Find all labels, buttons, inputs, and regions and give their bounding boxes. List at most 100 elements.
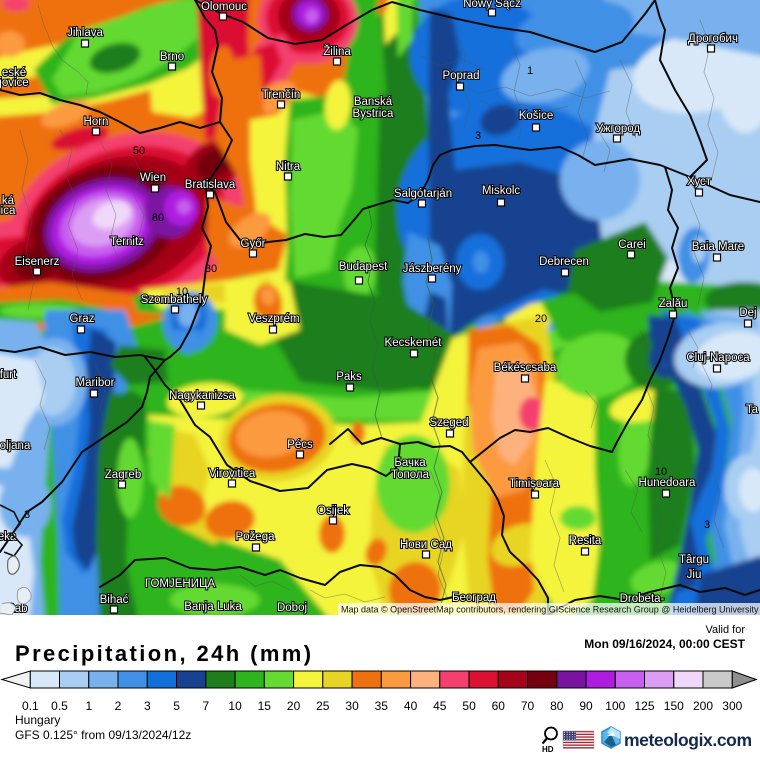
svg-text:Košice: Košice (519, 110, 554, 122)
svg-text:15: 15 (258, 699, 272, 713)
svg-text:30: 30 (205, 263, 217, 275)
svg-text:ica: ica (1, 205, 16, 217)
svg-text:80: 80 (152, 212, 164, 224)
svg-text:Zalău: Zalău (659, 298, 688, 310)
svg-text:50: 50 (133, 145, 145, 157)
svg-text:Wien: Wien (140, 172, 166, 184)
svg-text:125: 125 (634, 699, 654, 713)
svg-text:Nowy Sącz: Nowy Sącz (463, 0, 521, 10)
svg-text:10: 10 (176, 286, 188, 298)
svg-text:40: 40 (404, 699, 418, 713)
svg-text:3: 3 (475, 130, 481, 142)
svg-text:Osijek: Osijek (317, 505, 349, 517)
svg-text:Kecskemét: Kecskemét (385, 337, 443, 349)
svg-text:Poprad: Poprad (442, 70, 479, 82)
svg-text:oljana: oljana (0, 440, 31, 452)
svg-text:Map data © OpenStreetMap contr: Map data © OpenStreetMap contributors, r… (341, 605, 759, 615)
svg-text:80: 80 (550, 699, 564, 713)
svg-text:70: 70 (521, 699, 535, 713)
svg-text:45: 45 (433, 699, 447, 713)
svg-text:Cluj-Napoca: Cluj-Napoca (686, 352, 750, 364)
svg-text:3: 3 (144, 699, 151, 713)
svg-text:Нови Сад: Нови Сад (400, 539, 452, 551)
svg-text:jovice: jovice (0, 77, 29, 89)
svg-text:Dej: Dej (739, 307, 756, 319)
svg-text:Bihać: Bihać (100, 594, 129, 606)
svg-text:Baia Mare: Baia Mare (692, 241, 744, 253)
svg-text:ká: ká (2, 195, 15, 207)
svg-text:Maribor: Maribor (76, 377, 115, 389)
svg-text:Zagreb: Zagreb (105, 469, 141, 481)
svg-text:Paks: Paks (336, 371, 362, 383)
svg-text:Bratislava: Bratislava (185, 179, 236, 191)
svg-text:Trenčín: Trenčín (262, 89, 301, 101)
svg-text:20: 20 (535, 313, 547, 325)
svg-text:Hunedoara: Hunedoara (639, 477, 697, 489)
svg-text:Drobeta-: Drobeta- (620, 593, 665, 605)
svg-text:3: 3 (704, 519, 710, 531)
svg-text:Valid for: Valid for (705, 624, 745, 636)
svg-text:Pécs: Pécs (287, 439, 313, 451)
svg-text:Bystrica: Bystrica (353, 108, 395, 120)
svg-text:0.5: 0.5 (51, 699, 68, 713)
svg-text:35: 35 (375, 699, 389, 713)
svg-text:7: 7 (202, 699, 209, 713)
svg-text:10: 10 (655, 466, 667, 478)
svg-text:10: 10 (228, 699, 242, 713)
svg-text:Debrecen: Debrecen (539, 256, 589, 268)
svg-text:100: 100 (605, 699, 625, 713)
svg-text:Târgu: Târgu (679, 554, 709, 566)
svg-text:Virovitica: Virovitica (209, 468, 256, 480)
svg-text:Hungary: Hungary (15, 713, 60, 727)
svg-text:GFS 0.125° from 09/13/2024/12: GFS 0.125° from 09/13/2024/12z (15, 728, 191, 742)
svg-text:Brno: Brno (160, 51, 184, 63)
svg-text:Szombathely: Szombathely (141, 294, 208, 306)
svg-text:0.1: 0.1 (22, 699, 39, 713)
svg-text:Veszprém: Veszprém (248, 313, 299, 325)
svg-text:Mon 09/16/2024, 00:00 CEST: Mon 09/16/2024, 00:00 CEST (584, 637, 745, 651)
svg-text:HD: HD (542, 745, 554, 754)
svg-text:2: 2 (115, 699, 122, 713)
svg-text:Precipitation, 24h (mm): Precipitation, 24h (mm) (15, 641, 313, 666)
svg-text:Хуст: Хуст (687, 176, 712, 188)
svg-text:90: 90 (579, 699, 593, 713)
svg-text:Jiu: Jiu (687, 569, 702, 581)
svg-text:20: 20 (287, 699, 301, 713)
svg-text:Banská: Banská (354, 96, 393, 108)
svg-text:200: 200 (693, 699, 713, 713)
svg-text:60: 60 (492, 699, 506, 713)
svg-text:Ta: Ta (746, 404, 759, 416)
svg-text:eské: eské (2, 67, 26, 79)
svg-text:Jászberény: Jászberény (403, 263, 462, 275)
svg-text:Miskolc: Miskolc (482, 185, 521, 197)
svg-text:Budapest: Budapest (339, 261, 388, 273)
svg-text:Дрогобич: Дрогобич (688, 33, 738, 45)
svg-text:150: 150 (664, 699, 684, 713)
svg-text:300: 300 (722, 699, 742, 713)
svg-text:Békéscsaba: Békéscsaba (494, 362, 557, 374)
svg-text:Resita: Resita (569, 535, 602, 547)
svg-text:Doboj: Doboj (277, 602, 307, 614)
svg-text:50: 50 (462, 699, 476, 713)
svg-text:Horn: Horn (84, 116, 109, 128)
svg-text:25: 25 (316, 699, 330, 713)
svg-text:3: 3 (24, 509, 30, 521)
svg-text:Jihlava: Jihlava (67, 27, 103, 39)
svg-text:Ужгород: Ужгород (596, 123, 640, 135)
svg-text:1: 1 (527, 65, 533, 77)
svg-text:Olomouc: Olomouc (201, 1, 247, 13)
svg-text:1: 1 (85, 699, 92, 713)
svg-text:Szeged: Szeged (429, 417, 468, 429)
svg-text:Salgótarján: Salgótarján (394, 188, 452, 200)
svg-text:Győr: Győr (241, 238, 266, 250)
svg-text:Graz: Graz (70, 313, 95, 325)
svg-text:Banja Luka: Banja Luka (184, 601, 242, 613)
svg-text:Nagykanizsa: Nagykanizsa (169, 390, 235, 402)
svg-text:Београд: Београд (452, 592, 496, 604)
svg-text:Požega: Požega (235, 531, 275, 543)
svg-text:5: 5 (173, 699, 180, 713)
svg-text:ГОМЈЕНИЦА: ГОМЈЕНИЦА (145, 578, 216, 590)
svg-text:Timișoara: Timișoara (509, 478, 560, 490)
svg-text:furt: furt (0, 369, 17, 381)
svg-text:Бачка: Бачка (394, 457, 426, 469)
